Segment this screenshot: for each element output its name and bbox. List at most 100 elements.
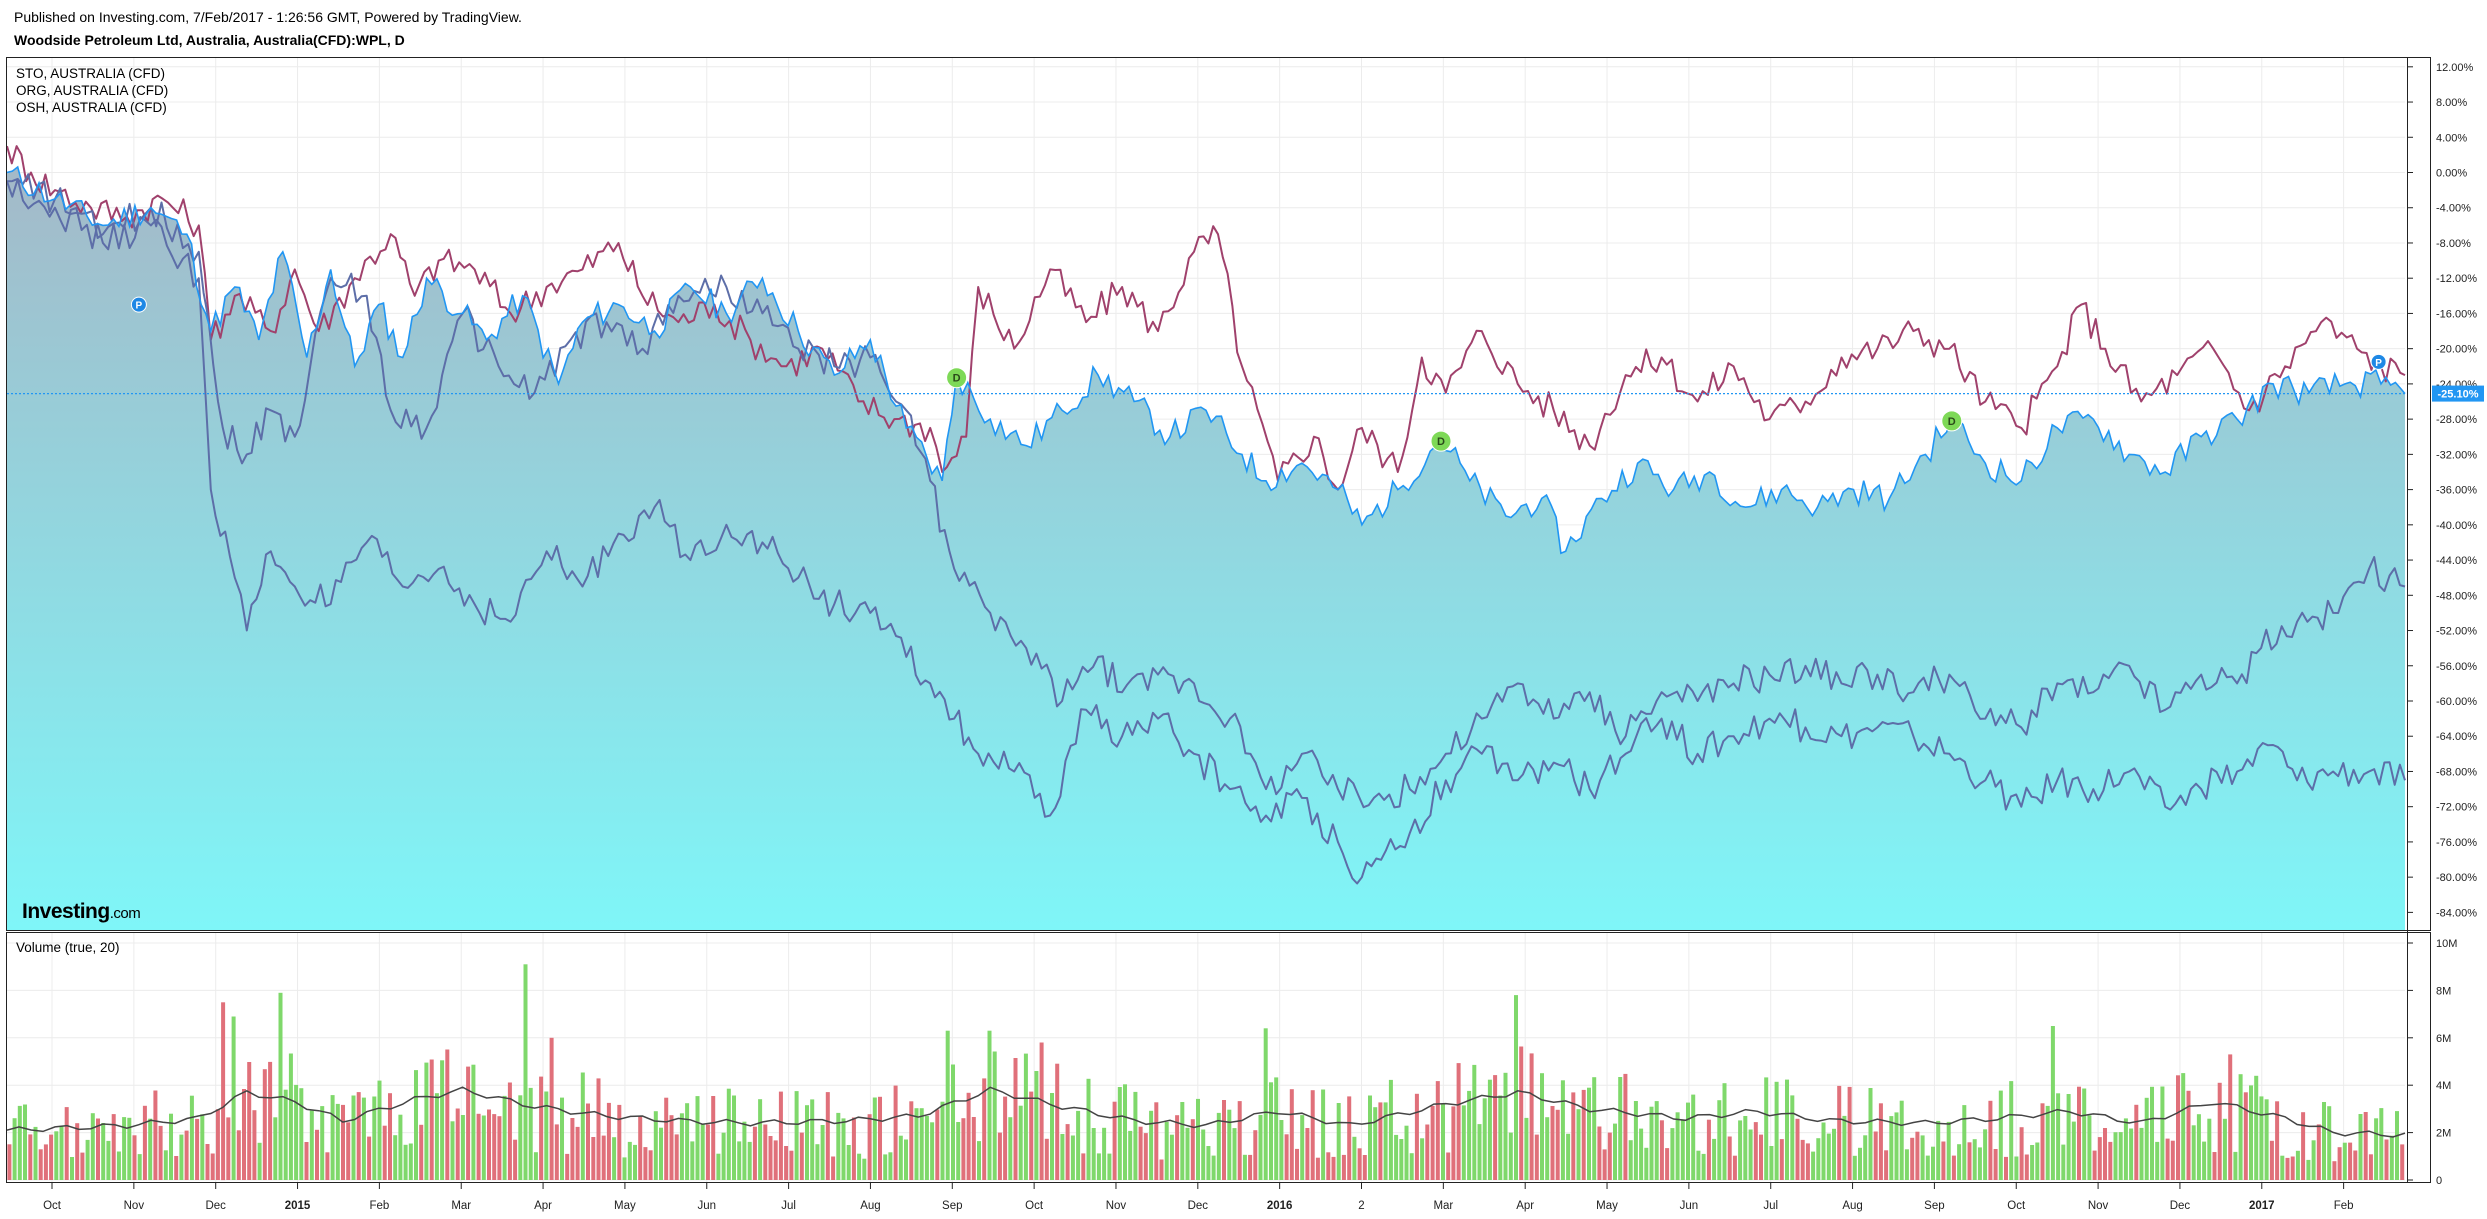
volume-bar — [1216, 1112, 1221, 1180]
volume-bar — [226, 1117, 231, 1180]
volume-bar — [2275, 1101, 2280, 1180]
volume-bar — [49, 1134, 54, 1180]
comparison-line-1[interactable] — [7, 145, 2406, 491]
volume-bar — [544, 1091, 549, 1180]
volume-bar — [789, 1150, 794, 1180]
volume-bar — [878, 1096, 883, 1180]
volume-bar — [1383, 1102, 1388, 1180]
x-tick-label: Feb — [369, 1200, 389, 1212]
volume-bar — [695, 1096, 700, 1180]
volume-bar — [1748, 1129, 1753, 1180]
volume-bar — [930, 1122, 935, 1180]
volume-moving-average — [7, 1086, 2406, 1138]
volume-bar — [1326, 1152, 1331, 1180]
marker-label: D — [953, 373, 961, 385]
volume-bar — [7, 1144, 12, 1180]
y-tick-label: -64.00% — [2436, 731, 2477, 743]
volume-bar — [460, 1115, 465, 1180]
volume-bar — [17, 1105, 22, 1180]
volume-bar — [434, 1093, 439, 1180]
main-price-line[interactable] — [7, 165, 2406, 555]
volume-bar — [2150, 1086, 2155, 1180]
time-axis[interactable]: Oct Nov Dec 2015 Feb Mar Apr May Jun Jul Aug Sep Oct… — [43, 1183, 2354, 1212]
volume-bar — [596, 1078, 601, 1180]
x-tick-label: Jul — [1763, 1200, 1778, 1212]
volume-bar — [450, 1121, 455, 1180]
volume-bar — [987, 1030, 992, 1180]
y-tick-label: -28.00% — [2436, 414, 2477, 426]
volume-bar — [1826, 1133, 1831, 1180]
comparison-line-3[interactable] — [7, 173, 2406, 809]
volume-bar — [1498, 1095, 1503, 1180]
volume-bar — [533, 1152, 538, 1180]
volume-bar — [1149, 1110, 1154, 1180]
volume-bar — [1701, 1153, 1706, 1180]
logo-suffix: .com — [109, 905, 141, 922]
volume-bar — [1279, 1120, 1284, 1180]
volume-axis[interactable]: 10M 8M 6M 4M 2M 0 — [2407, 938, 2457, 1187]
volume-bar — [1373, 1107, 1378, 1180]
marker-circle — [1941, 410, 1963, 432]
volume-bar — [210, 1153, 215, 1180]
volume-bar — [132, 1135, 137, 1180]
comparison-line-2[interactable] — [7, 177, 2406, 885]
volume-bar — [1003, 1096, 1008, 1180]
price-axis[interactable]: 12.00% 8.00% 4.00% 0.00% -4.00% -8.00% -12.00%… — [2407, 62, 2477, 920]
volume-bar — [1284, 1134, 1289, 1180]
volume-bar — [591, 1137, 596, 1180]
volume-bar — [846, 1145, 851, 1180]
legend-item-org[interactable]: ORG, AUSTRALIA (CFD) — [16, 83, 169, 98]
volume-bar — [2061, 1144, 2066, 1180]
volume-bar — [1472, 1064, 1477, 1180]
volume-bar — [1847, 1086, 1852, 1180]
volume-bar — [2254, 1075, 2259, 1180]
volume-bar — [1665, 1148, 1670, 1180]
volume-bar — [1242, 1154, 1247, 1180]
legend-item-sto[interactable]: STO, AUSTRALIA (CFD) — [16, 66, 166, 81]
volume-y-tick-label: 8M — [2436, 985, 2451, 997]
x-tick-label: Apr — [1516, 1200, 1534, 1212]
volume-bar — [252, 1110, 257, 1180]
volume-bar — [1941, 1141, 1946, 1180]
volume-bar — [2238, 1074, 2243, 1180]
volume-bar — [1519, 1046, 1524, 1180]
volume-bar — [1222, 1100, 1227, 1180]
volume-bar — [283, 1089, 288, 1180]
main-plot[interactable] — [7, 145, 2406, 930]
volume-bar — [1863, 1135, 1868, 1180]
volume-bar — [1128, 1130, 1133, 1180]
volume-bar — [497, 1116, 502, 1180]
volume-bar — [1842, 1115, 1847, 1180]
volume-bar — [679, 1113, 684, 1180]
volume-bar — [1133, 1091, 1138, 1180]
volume-bar — [414, 1070, 419, 1180]
volume-bar — [1211, 1155, 1216, 1180]
volume-bar — [971, 1117, 976, 1180]
legend-item-osh[interactable]: OSH, AUSTRALIA (CFD) — [16, 100, 167, 115]
volume-bar — [2269, 1140, 2274, 1180]
volume-bar — [1336, 1103, 1341, 1180]
volume-bar — [1774, 1081, 1779, 1180]
marker-label: D — [1437, 436, 1445, 448]
volume-bar — [805, 1105, 810, 1180]
volume-bar — [2212, 1152, 2217, 1180]
volume-bar — [2050, 1026, 2055, 1180]
volume-bar — [1487, 1079, 1492, 1180]
volume-bar — [1055, 1063, 1060, 1180]
volume-bar — [1529, 1053, 1534, 1180]
volume-bar — [1357, 1148, 1362, 1180]
volume-bar — [1503, 1072, 1508, 1180]
last-value-tag: -25.10% — [2432, 385, 2484, 402]
volume-bar — [382, 1125, 387, 1180]
volume-bar — [1154, 1102, 1159, 1180]
volume-bar — [429, 1059, 434, 1180]
volume-bar — [1550, 1106, 1555, 1180]
volume-bar — [174, 1156, 179, 1180]
x-tick-label: Jun — [697, 1200, 716, 1212]
volume-plot[interactable] — [7, 964, 2406, 1181]
volume-bar — [367, 1136, 372, 1180]
volume-bar — [1321, 1089, 1326, 1180]
volume-bar — [664, 1097, 669, 1180]
volume-bar — [1946, 1121, 1951, 1180]
